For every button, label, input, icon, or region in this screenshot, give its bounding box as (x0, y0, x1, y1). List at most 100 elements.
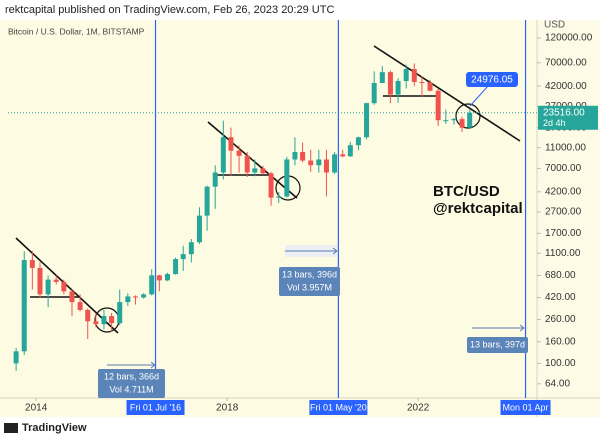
candle (419, 76, 425, 98)
date-label-box (500, 400, 551, 415)
y-tick-label: 4200.00 (545, 186, 582, 197)
annotation: BTC/USD (433, 183, 500, 200)
candle (276, 191, 282, 203)
candle (109, 312, 115, 332)
y-tick-label: 70000.00 (545, 57, 587, 68)
candle-body (403, 69, 409, 81)
range-bars: 13 bars, 396d (282, 269, 337, 279)
candle (316, 149, 322, 173)
candle (427, 80, 433, 92)
candle (132, 295, 138, 305)
candle (204, 185, 210, 231)
candle (149, 269, 155, 296)
candle (364, 102, 370, 140)
x-tick-label: 2014 (25, 403, 48, 414)
candle-body (228, 137, 234, 151)
candle-body (451, 119, 457, 121)
price-tag-value: 23516.00 (543, 107, 585, 118)
candle-body (109, 316, 115, 324)
candle-body (260, 168, 266, 174)
candle-body (37, 267, 43, 295)
candle (173, 257, 179, 275)
candle-body (371, 82, 377, 104)
candle-body (284, 159, 290, 197)
trendline (15, 237, 119, 334)
y-tick-label: 7000.00 (545, 163, 582, 174)
candle (411, 63, 417, 87)
candle-body (316, 159, 322, 166)
byline: rektcapital published on TradingView.com… (5, 4, 334, 16)
candle (459, 116, 465, 132)
candle-body (387, 72, 393, 95)
candle (228, 127, 234, 176)
annotation: @rektcapital (433, 200, 523, 217)
candle (260, 165, 266, 175)
candle-body (459, 119, 465, 128)
candle (292, 137, 298, 166)
candle-body (268, 173, 274, 198)
candle (220, 120, 226, 180)
candle-body (29, 260, 35, 268)
candle-body (347, 145, 353, 157)
y-tick-label: 100.00 (545, 358, 576, 369)
chart-title: Bitcoin / U.S. Dollar, 1M, BITSTAMP (8, 26, 145, 36)
candle-body (156, 275, 162, 281)
range-arrowhead (332, 247, 338, 255)
candle-body (149, 275, 155, 295)
candle-body (411, 69, 417, 82)
range-box (467, 337, 528, 353)
range-bars: 12 bars, 366d (104, 371, 159, 381)
candle (141, 293, 147, 299)
candle-body (419, 81, 425, 83)
range-arrowhead (519, 324, 525, 332)
candle (13, 347, 19, 371)
date-label: Fri 01 May '20 (310, 402, 367, 412)
candle-body (45, 279, 51, 295)
y-tick-label: 1100.00 (545, 248, 581, 259)
candle-body (85, 309, 91, 322)
candle-body (252, 168, 258, 173)
y-tick-label: 120000.00 (545, 33, 593, 44)
candle-body (340, 154, 346, 157)
candle (443, 109, 449, 124)
candle-body (292, 152, 298, 160)
candle-body (364, 103, 370, 138)
candle-body (379, 72, 385, 83)
callout-box (466, 72, 518, 87)
callout-pointer (469, 85, 489, 107)
candle (29, 250, 35, 290)
candle (125, 293, 131, 306)
candle (332, 152, 338, 174)
candle (85, 308, 91, 340)
price-tag-countdown: 2d 4h (543, 118, 566, 128)
candle-body (164, 274, 170, 281)
candle (347, 142, 353, 157)
candle (21, 251, 27, 355)
candle (403, 64, 409, 89)
date-label-box (126, 400, 185, 415)
y-tick-label: 680.00 (545, 270, 576, 281)
y-tick-label: 42000.00 (545, 81, 587, 92)
candle (61, 279, 67, 295)
footer: TradingView (4, 422, 87, 434)
candle (387, 70, 393, 104)
candle (244, 152, 250, 178)
range-volume: Vol 4.711M (109, 384, 153, 394)
candle-body (244, 155, 250, 173)
candle (236, 145, 242, 173)
candle (252, 159, 258, 177)
candle (371, 71, 377, 105)
candle-body (204, 186, 210, 216)
date-label: Fri 01 Jul '16 (130, 402, 181, 412)
candle-body (395, 80, 401, 95)
candle-body (117, 302, 123, 324)
range-box (279, 267, 340, 296)
range-box (98, 369, 165, 398)
candle (93, 312, 99, 328)
candle-body (21, 260, 27, 352)
date-label: Mon 01 Apr (503, 402, 549, 412)
breakout-circle (455, 103, 481, 129)
candle-body (467, 112, 473, 128)
